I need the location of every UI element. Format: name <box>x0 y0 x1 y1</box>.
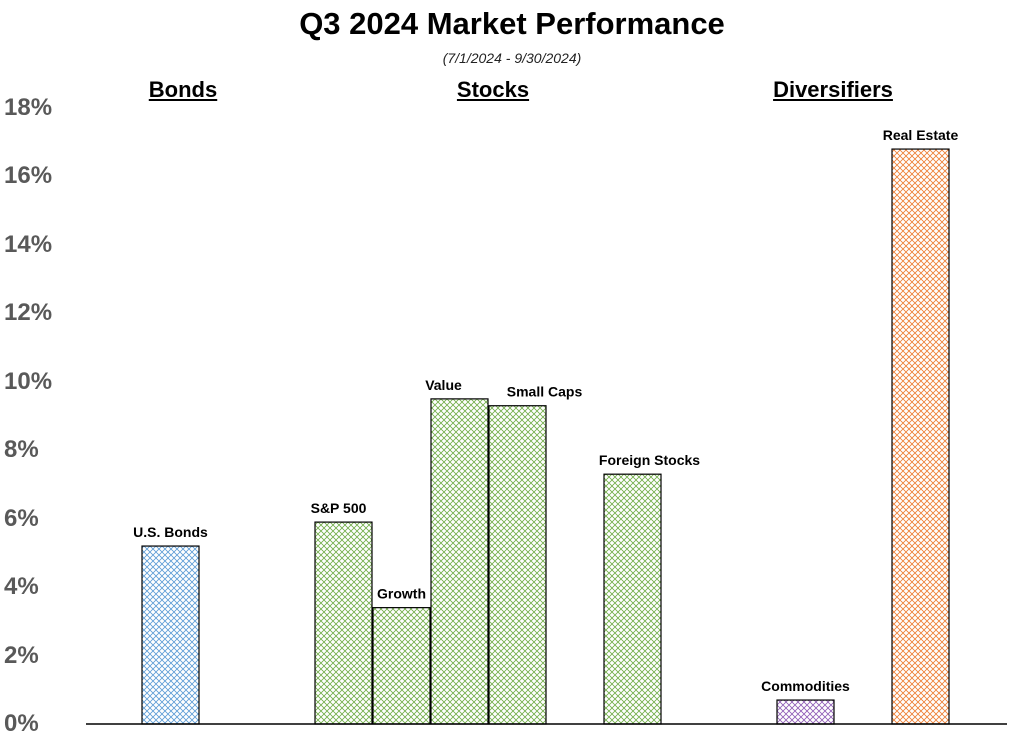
y-tick-label: 14% <box>4 230 53 258</box>
bar-growth <box>372 607 431 725</box>
bar-commodities <box>776 699 835 725</box>
group-label-bonds: Bonds <box>148 77 218 102</box>
group-label-diversifiers: Diversifiers <box>773 77 893 102</box>
y-tick-label: 10% <box>4 367 53 395</box>
y-tick-label: 16% <box>4 162 53 190</box>
y-tick-label: 6% <box>4 504 39 532</box>
y-tick-label: 18% <box>4 94 53 121</box>
bar-label: Value <box>425 377 462 393</box>
bar-value <box>430 398 489 725</box>
bar-label: U.S. Bonds <box>133 524 208 540</box>
bar-real-estate <box>891 148 950 725</box>
bar-label: Real Estate <box>883 127 959 143</box>
bar-label: S&P 500 <box>311 500 367 516</box>
chart-title: Q3 2024 Market Performance <box>299 6 725 41</box>
bar-label: Growth <box>377 586 426 602</box>
y-tick-label: 12% <box>4 299 53 327</box>
bar-u-s-bonds <box>141 545 200 725</box>
y-tick-label: 8% <box>4 436 39 464</box>
bar-foreign-stocks <box>603 473 662 725</box>
bar-small-caps <box>488 405 547 725</box>
bar-label: Foreign Stocks <box>599 452 700 468</box>
bar-label: Small Caps <box>507 384 583 400</box>
bar-label: Commodities <box>761 678 850 694</box>
y-tick-label: 2% <box>4 641 39 669</box>
y-tick-label: 4% <box>4 573 39 601</box>
group-label-stocks: Stocks <box>456 77 530 102</box>
chart-subtitle: (7/1/2024 - 9/30/2024) <box>442 50 582 66</box>
bar-s-p-500 <box>314 521 373 725</box>
y-tick-label: 0% <box>4 710 39 737</box>
